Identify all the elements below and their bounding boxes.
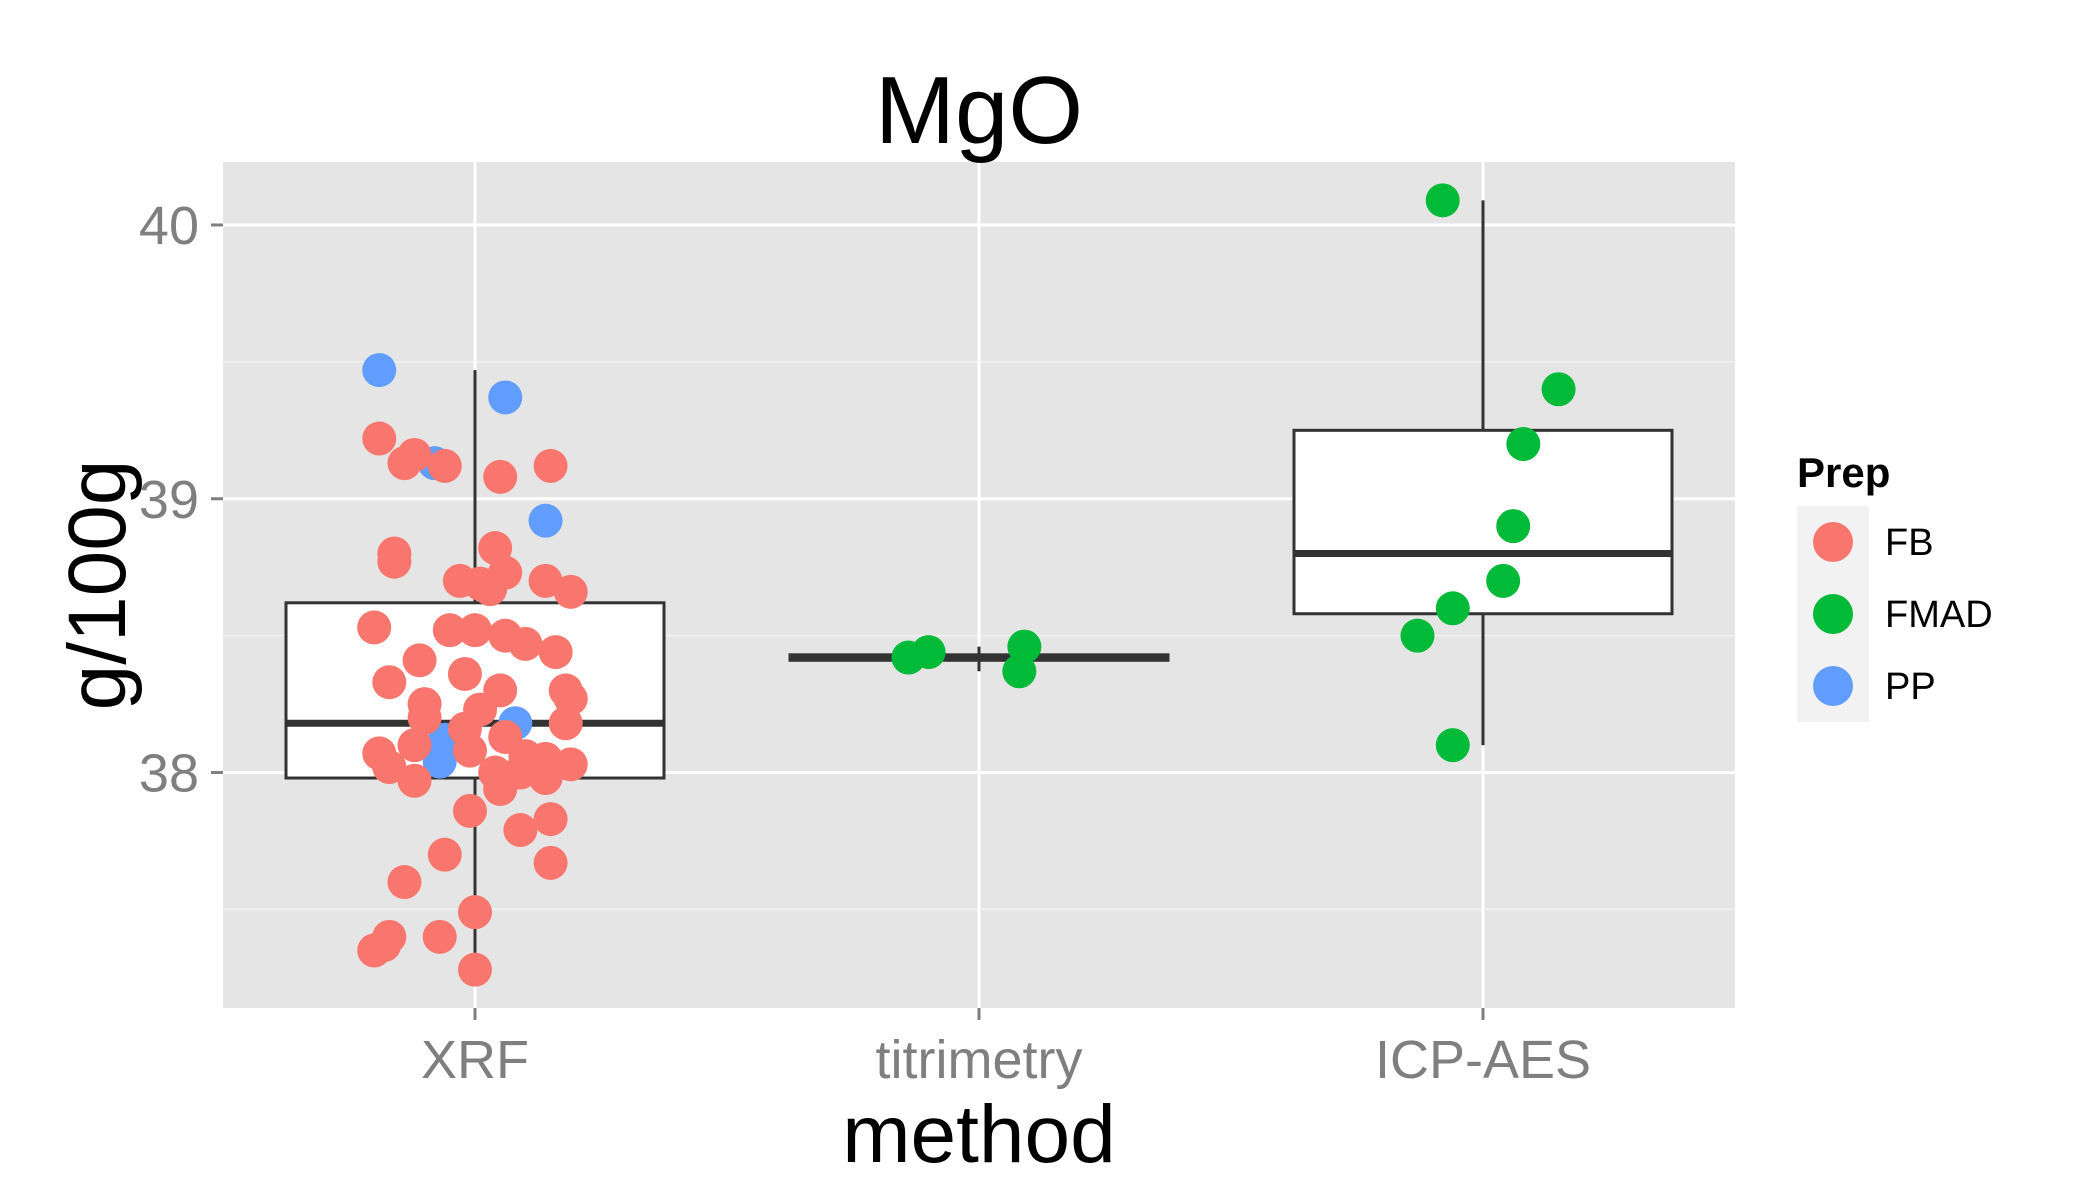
legend: Prep FB FMAD PP (1797, 449, 1993, 722)
data-point-FB (473, 572, 508, 607)
data-point-FB (553, 574, 588, 609)
data-point-FB (397, 728, 432, 763)
legend-label: PP (1885, 666, 1936, 708)
data-point-FMAD (911, 635, 946, 670)
x-tick-label: XRF (421, 1030, 529, 1090)
data-point-FB (533, 845, 568, 880)
data-point-FMAD (1541, 372, 1576, 407)
data-point-FB (452, 793, 487, 828)
data-point-FB (458, 952, 492, 987)
x-axis-title: method (842, 1089, 1116, 1180)
data-point-FB (447, 656, 482, 691)
data-point-FB (397, 763, 432, 798)
data-point-FMAD (1435, 728, 1470, 763)
data-point-FB (432, 613, 467, 648)
box-XRF (284, 370, 666, 970)
data-point-FB (387, 446, 422, 481)
data-point-FB (387, 865, 422, 900)
data-point-FMAD (1506, 427, 1541, 461)
data-point-FMAD (1425, 183, 1460, 218)
data-point-PP (488, 380, 523, 415)
boxplots (284, 200, 1674, 970)
y-tick-label: 40 (139, 196, 199, 256)
data-point-FB (422, 919, 457, 954)
data-point-FB (357, 933, 392, 968)
y-tick-label: 38 (139, 744, 199, 804)
data-point-FB (458, 613, 492, 648)
axes: 38 39 40 XRF titrimetry ICP-AES (139, 196, 1591, 1090)
box-titrimetry (788, 646, 1170, 672)
data-point-PP (362, 353, 397, 388)
data-point-FB (377, 544, 412, 579)
data-point-FB (427, 837, 462, 872)
legend-swatch (1813, 522, 1853, 562)
data-point-FB (452, 733, 487, 768)
data-point-FB (372, 750, 407, 785)
x-tick-label: titrimetry (876, 1030, 1083, 1090)
x-tick-label: ICP-AES (1375, 1030, 1591, 1090)
legend-item-PP: PP (1797, 650, 1936, 722)
data-point-FB (458, 895, 492, 930)
data-point-FB (538, 635, 573, 670)
box-iqr (1292, 428, 1674, 616)
box-ICP-AES (1292, 200, 1674, 746)
y-axis-title: g/100g (52, 460, 143, 711)
data-point-PP (422, 744, 457, 779)
legend-title: Prep (1797, 449, 1890, 496)
data-point-FB (372, 665, 407, 700)
legend-label: FB (1885, 522, 1934, 564)
data-point-FB (528, 761, 563, 796)
data-point-FMAD (1435, 591, 1470, 626)
legend-item-FB: FB (1797, 506, 1934, 578)
data-point-FB (483, 771, 518, 806)
data-point-FMAD (1400, 618, 1435, 653)
data-point-FB (533, 802, 568, 837)
data-point-FB (357, 610, 392, 645)
legend-swatch (1813, 666, 1853, 706)
data-point-FB (508, 626, 543, 661)
y-tick-label: 39 (139, 470, 199, 530)
data-point-FB (533, 448, 568, 483)
data-point-FMAD (1486, 563, 1521, 598)
data-point-FB (427, 448, 462, 483)
data-points (357, 183, 1576, 987)
data-point-FB (407, 700, 442, 735)
legend-item-FMAD: FMAD (1797, 578, 1993, 650)
data-point-FB (402, 643, 437, 678)
data-point-FB (548, 706, 583, 741)
data-point-FMAD (1496, 509, 1531, 544)
chart-title: MgO (875, 57, 1083, 164)
data-point-FB (553, 747, 588, 782)
legend-swatch (1813, 594, 1853, 634)
data-point-FMAD (1002, 654, 1037, 689)
data-point-PP (528, 503, 563, 538)
data-point-FB (362, 421, 397, 456)
data-point-FB (483, 459, 518, 494)
legend-label: FMAD (1885, 594, 1993, 636)
data-point-FB (503, 813, 538, 848)
